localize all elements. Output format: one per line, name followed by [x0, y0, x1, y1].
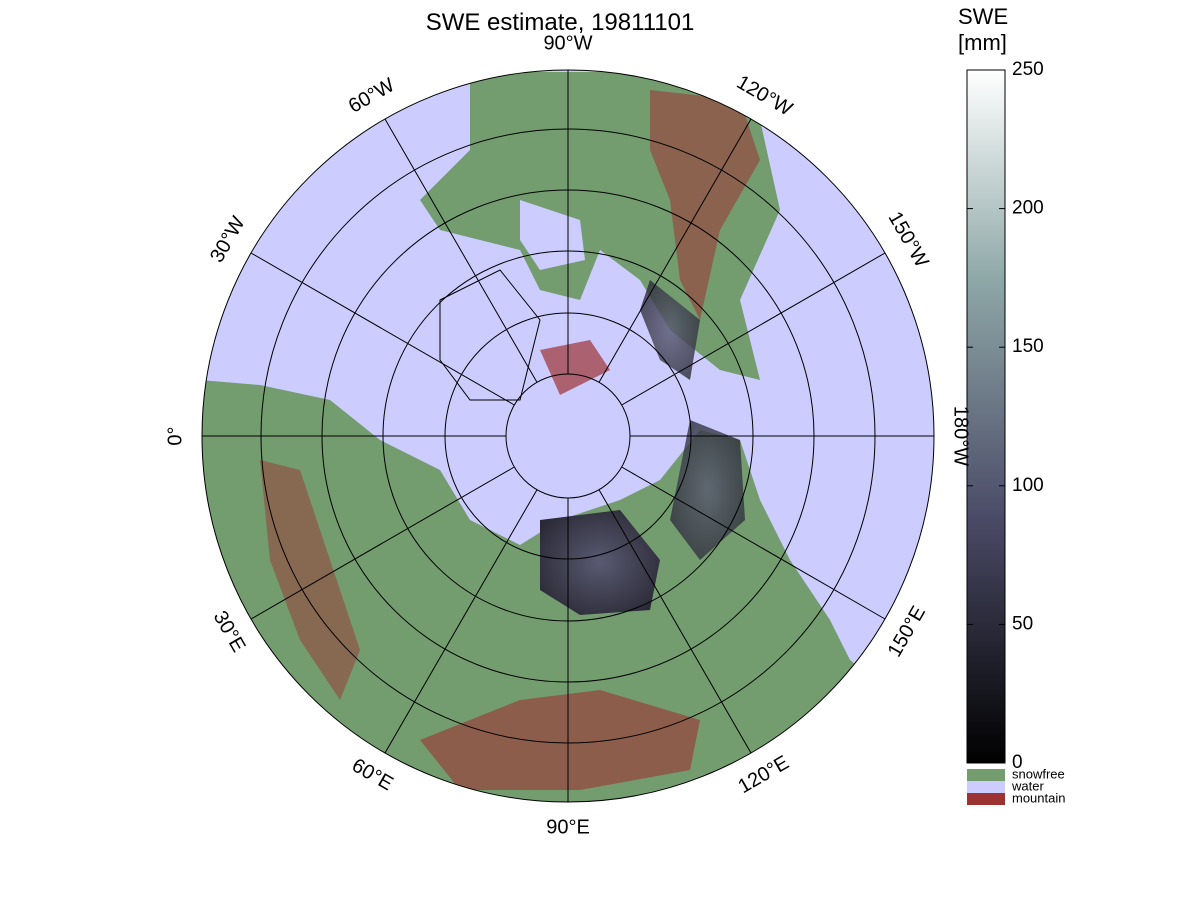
colorbar-scale — [966, 69, 1006, 764]
longitude-label: 90°W — [543, 32, 592, 54]
longitude-label: 120°W — [733, 71, 796, 120]
colorbar-tick-label: 100 — [1012, 475, 1044, 496]
meridian — [384, 118, 538, 383]
class-label: water — [1011, 778, 1044, 793]
class-swatch — [967, 769, 1005, 781]
colorbar: SWE[mm] 0 50 100 150 200 250 snowfreewatermount… — [958, 4, 1065, 805]
graticule — [201, 69, 935, 803]
longitude-label: 180°W — [950, 406, 972, 466]
colorbar-tick-label: 0 — [1012, 752, 1023, 773]
longitude-label: 60°E — [348, 754, 397, 795]
class-swatch — [967, 781, 1005, 793]
meridian — [621, 466, 886, 620]
longitude-label: 120°E — [734, 752, 792, 798]
meridian — [250, 466, 515, 620]
longitude-label: 0° — [164, 426, 186, 445]
meridian — [598, 489, 752, 754]
colorbar-title: SWE — [958, 4, 1008, 29]
meridian — [250, 252, 515, 406]
longitude-label: 150°W — [884, 208, 933, 271]
class-label: snowfree — [1012, 766, 1065, 781]
colorbar-title: [mm] — [958, 30, 1007, 55]
longitude-label: 30°E — [209, 607, 250, 656]
colorbar-tick-label: 50 — [1012, 613, 1033, 634]
colorbar-tick-label: 150 — [1012, 336, 1044, 357]
longitude-label: 60°W — [345, 74, 399, 118]
map — [201, 69, 935, 803]
meridian — [598, 118, 752, 383]
class-swatch — [967, 793, 1005, 805]
class-label: mountain — [1012, 790, 1065, 805]
meridian — [384, 489, 538, 754]
meridian — [621, 252, 886, 406]
longitude-label: 30°W — [206, 213, 250, 267]
title: SWE estimate, 19811101 — [426, 9, 695, 36]
longitude-label: 90°E — [546, 816, 590, 838]
colorbar-tick-label: 200 — [1012, 198, 1044, 219]
longitude-label: 150°E — [884, 602, 930, 660]
colorbar-tick-label: 250 — [1012, 59, 1044, 80]
